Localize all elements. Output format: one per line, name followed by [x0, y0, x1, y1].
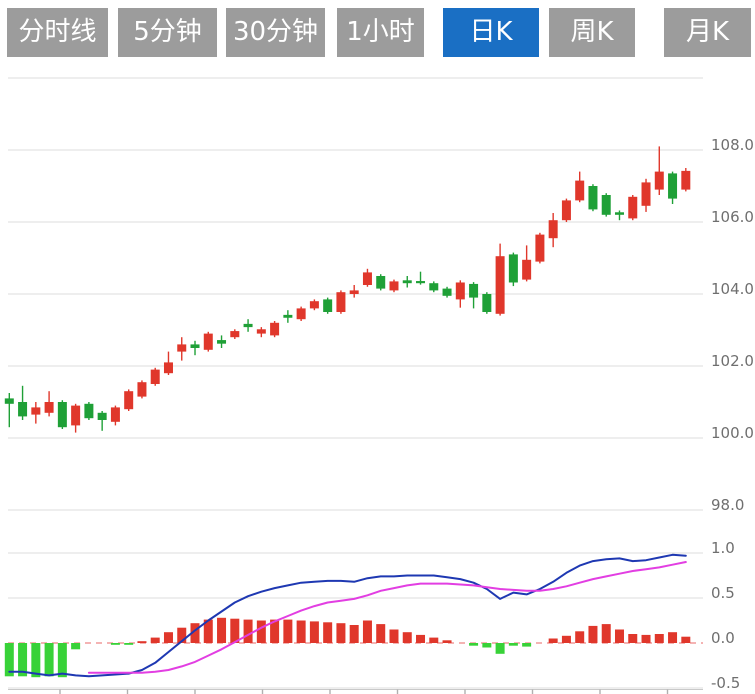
svg-text:0.0: 0.0 [711, 629, 735, 647]
tab-monthly-k[interactable]: 月K [664, 8, 751, 57]
tab-timeshare-line[interactable]: 分时线 [7, 8, 108, 57]
tab-30min[interactable]: 30分钟 [226, 8, 325, 57]
tab-1hour[interactable]: 1小时 [337, 8, 424, 57]
svg-text:100.0: 100.0 [711, 424, 754, 442]
timeframe-toolbar: 分时线 5分钟 30分钟 1小时 日K 周K 月K [7, 8, 751, 57]
svg-text:0.5: 0.5 [711, 584, 735, 602]
svg-text:104.0: 104.0 [711, 280, 754, 298]
svg-text:108.0: 108.0 [711, 136, 754, 154]
svg-text:106.0: 106.0 [711, 208, 754, 226]
svg-text:98.0: 98.0 [711, 496, 744, 514]
svg-text:-0.5: -0.5 [711, 674, 740, 692]
tab-weekly-k[interactable]: 周K [549, 8, 635, 57]
svg-text:102.0: 102.0 [711, 352, 754, 370]
svg-text:1.0: 1.0 [711, 539, 735, 557]
tab-5min[interactable]: 5分钟 [118, 8, 217, 57]
tab-daily-k[interactable]: 日K [443, 8, 539, 57]
